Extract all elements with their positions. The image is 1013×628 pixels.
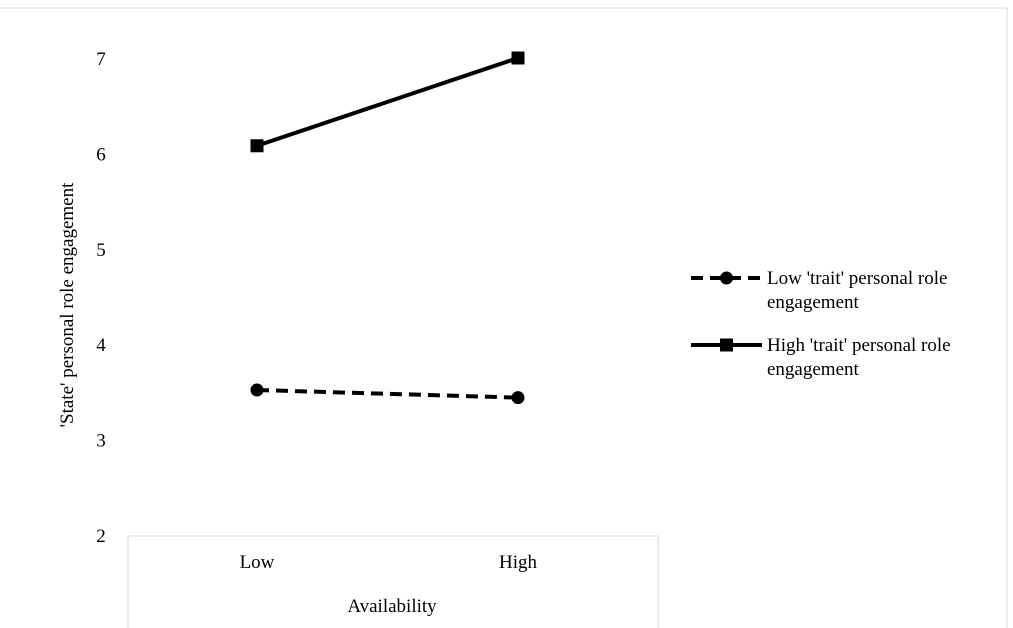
legend-label: engagement — [767, 292, 860, 313]
legend-label: engagement — [767, 359, 860, 380]
x-axis-box — [127, 535, 659, 628]
y-tick-label: 2 — [96, 526, 106, 547]
x-tick-label: High — [499, 552, 538, 573]
data-point — [511, 51, 525, 65]
legend-label: High 'trait' personal role — [767, 335, 951, 356]
y-tick-label: 3 — [96, 431, 106, 452]
y-tick-label: 4 — [96, 335, 106, 356]
series-0 — [250, 383, 525, 405]
y-tick-label: 7 — [96, 49, 106, 70]
legend-item: Low 'trait' personal role engagement — [691, 268, 947, 313]
x-axis-ticks: Low High — [240, 552, 538, 573]
series-1 — [250, 51, 525, 153]
legend: Low 'trait' personal roleengagementHigh … — [691, 268, 951, 380]
x-tick-label: Low — [240, 552, 275, 573]
legend-item: High 'trait' personal role engagement — [691, 335, 951, 380]
x-axis-title: Availability — [347, 596, 437, 617]
legend-label: Low 'trait' personal role — [767, 268, 947, 289]
data-point — [511, 391, 525, 405]
legend-key-marker — [720, 338, 733, 352]
series-line — [256, 56, 519, 148]
legend-key-marker — [720, 271, 733, 285]
y-tick-label: 5 — [96, 240, 106, 261]
data-point — [250, 139, 264, 153]
series-line — [256, 387, 519, 400]
series-layer — [250, 51, 525, 405]
y-axis-title: 'State' personal role engagement — [57, 182, 78, 428]
y-axis-ticks: 2 3 4 5 6 7 — [96, 49, 106, 547]
data-point — [250, 383, 264, 397]
y-tick-label: 6 — [96, 144, 106, 165]
